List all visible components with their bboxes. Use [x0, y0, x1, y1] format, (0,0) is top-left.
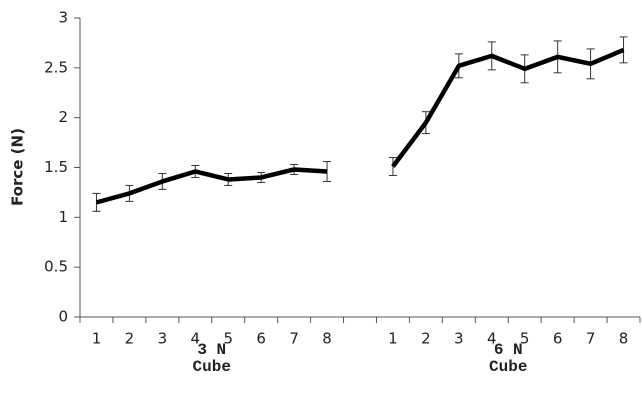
x-tick-label: 2 — [421, 330, 431, 348]
x-tick-label: 5 — [520, 330, 530, 348]
y-tick-label: 1 — [58, 208, 68, 226]
x-tick-label: 8 — [619, 330, 629, 348]
x-tick-label: 7 — [586, 330, 596, 348]
y-tick-label: 2.5 — [44, 58, 68, 76]
y-tick-label: 0 — [58, 308, 68, 326]
group-label: 3 N — [197, 341, 226, 359]
line — [95, 47, 625, 205]
y-tick-label: 3 — [58, 9, 68, 27]
x-tick-label: 7 — [289, 330, 299, 348]
y-tick-label: 2 — [58, 108, 68, 126]
x-tick-label: 4 — [487, 330, 497, 348]
x-tick-label: 3 — [454, 330, 464, 348]
x-tick-label: 5 — [223, 330, 233, 348]
y-tick-label: 0.5 — [44, 258, 68, 276]
group-label: Cube — [193, 358, 231, 376]
x-tick-label: 3 — [158, 330, 168, 348]
group-label: 6 N — [494, 341, 523, 359]
x-tick-label: 2 — [125, 330, 135, 348]
x-tick-label: 8 — [322, 330, 332, 348]
x-tick-label: 1 — [92, 330, 102, 348]
group-label: Cube — [489, 358, 527, 376]
x-tick-label: 1 — [388, 330, 398, 348]
x-tick-label: 6 — [256, 330, 266, 348]
y-axis-label: Force (N) — [9, 128, 27, 206]
x-tick-label: 6 — [553, 330, 563, 348]
y-tick-label: 1.5 — [44, 158, 68, 176]
x-tick-label: 4 — [191, 330, 201, 348]
